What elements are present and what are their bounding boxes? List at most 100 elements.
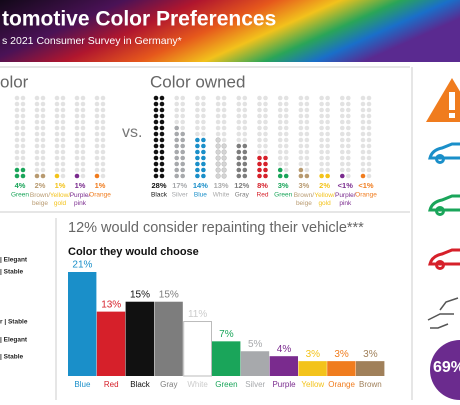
empty-dot [20, 131, 26, 137]
empty-dot [340, 149, 345, 155]
empty-dot [325, 131, 330, 137]
value-label: 5% [248, 339, 263, 350]
empty-dot [283, 107, 289, 113]
empty-dot [34, 143, 40, 149]
value-label: 15% [130, 289, 150, 300]
empty-dot [74, 125, 80, 131]
empty-dot [60, 149, 66, 155]
empty-dot [14, 101, 20, 107]
dot [94, 173, 100, 179]
empty-dot [263, 101, 268, 107]
bar [298, 361, 327, 376]
category-label: Purple/pink [70, 192, 91, 207]
car-icons [428, 142, 460, 270]
empty-dot [221, 131, 227, 137]
empty-dot [34, 131, 40, 137]
empty-dot [325, 119, 330, 125]
empty-dot [100, 125, 106, 131]
dot [153, 155, 159, 161]
dot [201, 173, 206, 179]
dot [153, 113, 159, 119]
vs-label: vs. [122, 124, 142, 141]
empty-dot [263, 107, 268, 113]
empty-dot [74, 95, 80, 101]
empty-dot [304, 143, 310, 149]
empty-dot [257, 119, 262, 125]
dot [54, 173, 60, 179]
header-banner [0, 0, 460, 62]
dot [174, 137, 179, 143]
empty-dot [20, 149, 26, 155]
empty-dot [34, 125, 40, 131]
empty-dot [304, 95, 310, 101]
empty-dot [319, 143, 324, 149]
empty-dot [54, 161, 60, 167]
dot [215, 173, 221, 179]
empty-dot [20, 107, 26, 113]
chart-subtitle: Color they would choose [68, 246, 199, 258]
empty-dot [360, 137, 366, 143]
value-label: 4% [15, 181, 26, 190]
empty-dot [283, 113, 289, 119]
empty-dot [80, 119, 86, 125]
empty-dot [60, 113, 66, 119]
empty-dot [236, 125, 242, 131]
empty-dot [221, 137, 227, 143]
empty-dot [34, 137, 40, 143]
category-label: Orange [89, 192, 111, 199]
value-label: 11% [188, 309, 207, 320]
dot [215, 149, 221, 155]
dot [153, 143, 159, 149]
dot [263, 167, 268, 173]
bar [183, 321, 212, 377]
dot [221, 155, 227, 161]
empty-dot [360, 95, 366, 101]
value-label: 1% [95, 181, 106, 190]
category-label: White [213, 192, 230, 199]
empty-dot [40, 125, 46, 131]
empty-dot [346, 149, 351, 155]
empty-dot [257, 95, 262, 101]
empty-dot [242, 101, 248, 107]
dot [221, 167, 227, 173]
empty-dot [236, 119, 242, 125]
empty-dot [60, 161, 66, 167]
dot [221, 143, 227, 149]
dot [159, 119, 165, 125]
empty-dot [54, 155, 60, 161]
category-label: Orange [328, 380, 355, 389]
dot [153, 167, 159, 173]
empty-dot [346, 101, 351, 107]
empty-dot [283, 143, 289, 149]
dot [14, 173, 20, 179]
empty-dot [195, 95, 200, 101]
dot [195, 143, 200, 149]
empty-dot [340, 113, 345, 119]
category-label: Green [215, 380, 237, 389]
value-label: 15% [159, 289, 179, 300]
empty-dot [298, 149, 304, 155]
dot [180, 143, 185, 149]
empty-dot [80, 149, 86, 155]
bar [125, 301, 154, 376]
category-label: Silver [245, 380, 265, 389]
empty-dot [277, 119, 283, 125]
empty-dot [298, 125, 304, 131]
empty-dot [257, 113, 262, 119]
empty-dot [340, 95, 345, 101]
empty-dot [74, 137, 80, 143]
empty-dot [325, 125, 330, 131]
empty-dot [236, 131, 242, 137]
empty-dot [14, 125, 20, 131]
empty-dot [221, 125, 227, 131]
empty-dot [242, 107, 248, 113]
empty-dot [221, 107, 227, 113]
empty-dot [60, 137, 66, 143]
empty-dot [277, 125, 283, 131]
value-label: 13% [214, 181, 229, 190]
empty-dot [340, 125, 345, 131]
empty-dot [283, 149, 289, 155]
empty-dot [283, 167, 289, 173]
bar [154, 301, 183, 376]
dot [201, 155, 206, 161]
